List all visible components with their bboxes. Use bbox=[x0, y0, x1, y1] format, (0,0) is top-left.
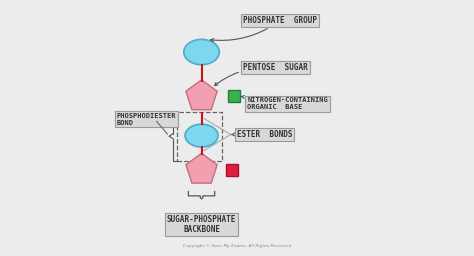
Text: Copyright © Save My Exams. All Rights Reserved: Copyright © Save My Exams. All Rights Re… bbox=[183, 244, 291, 248]
Ellipse shape bbox=[184, 39, 219, 65]
Polygon shape bbox=[186, 80, 217, 110]
Text: PHOSPHODIESTER
BOND: PHOSPHODIESTER BOND bbox=[117, 113, 176, 126]
Ellipse shape bbox=[185, 124, 218, 147]
Bar bbox=[177, 112, 222, 161]
Text: PENTOSE  SUGAR: PENTOSE SUGAR bbox=[215, 63, 308, 86]
Text: NITROGEN-CONTAINING
ORGANIC  BASE: NITROGEN-CONTAINING ORGANIC BASE bbox=[241, 95, 328, 110]
Text: SUGAR-PHOSPHATE
BACKBONE: SUGAR-PHOSPHATE BACKBONE bbox=[167, 215, 236, 234]
Bar bbox=[228, 90, 240, 102]
Polygon shape bbox=[186, 153, 217, 183]
Text: ESTER  BONDS: ESTER BONDS bbox=[232, 130, 292, 139]
Bar bbox=[226, 164, 238, 176]
Text: PHOSPHATE  GROUP: PHOSPHATE GROUP bbox=[210, 16, 317, 42]
